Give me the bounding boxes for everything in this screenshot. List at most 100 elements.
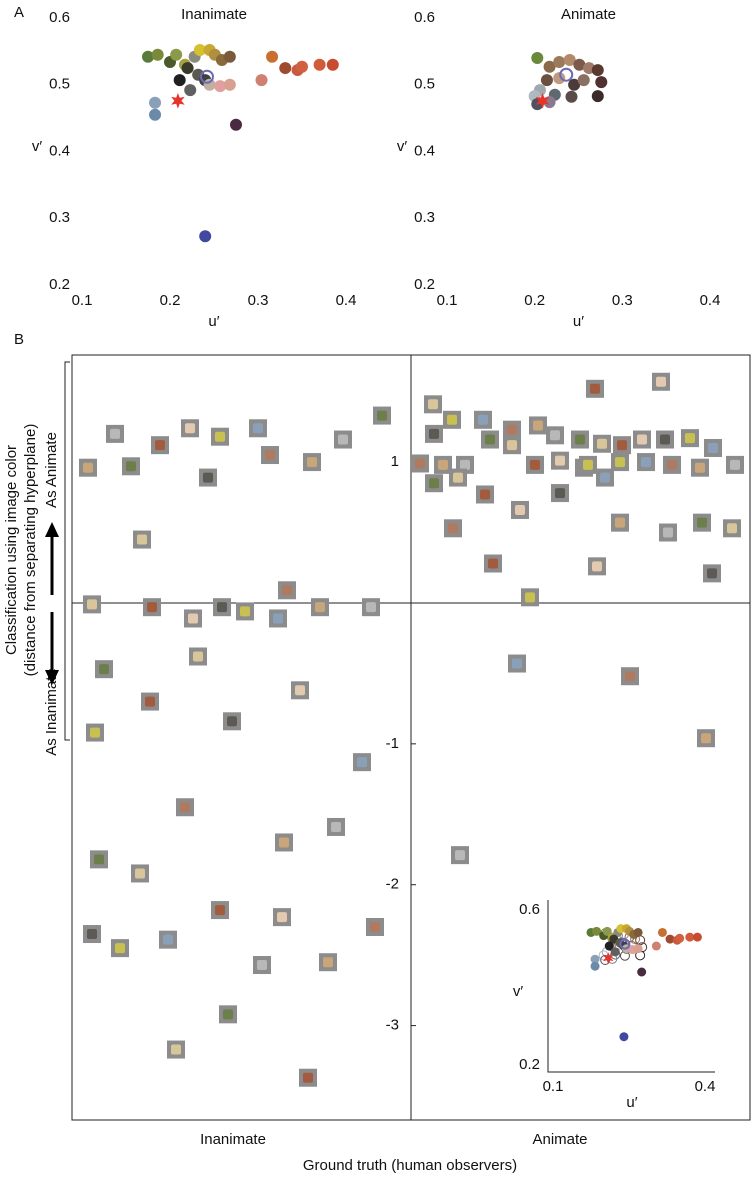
thumbnail-image <box>617 440 627 451</box>
thumbnail-image <box>600 472 610 483</box>
thumbnail-image <box>303 1072 313 1083</box>
thumbnail-image <box>240 606 250 617</box>
point <box>313 58 326 71</box>
point <box>255 74 268 87</box>
point <box>181 62 194 75</box>
point <box>602 926 612 936</box>
y-axis-label: v′ <box>32 138 43 155</box>
ring-marker <box>199 69 214 84</box>
thumbnail-image <box>110 428 120 439</box>
star-marker <box>535 93 550 109</box>
point <box>590 954 600 964</box>
point <box>595 76 608 89</box>
thumbnail-image <box>615 517 625 528</box>
thumbnail-image <box>697 517 707 528</box>
point <box>296 60 308 73</box>
ring-marker <box>619 938 631 950</box>
thumbnail-image <box>94 854 104 865</box>
point <box>151 48 164 61</box>
thumbnail-image <box>530 459 540 470</box>
point <box>540 74 553 87</box>
y-tick-label: 0.3 <box>414 209 435 226</box>
point <box>184 84 197 97</box>
point <box>553 56 566 69</box>
y-tick-label: 0.3 <box>49 209 70 226</box>
thumbnail-image <box>625 671 635 682</box>
thumbnail-image <box>429 428 439 439</box>
thumbnail-image <box>357 757 367 768</box>
chart-title: Animate <box>561 6 616 23</box>
thumbnail-image <box>331 821 341 832</box>
star-marker <box>603 952 614 964</box>
point <box>573 58 586 71</box>
chart-title: Inanimate <box>181 6 247 23</box>
thumbnail-image <box>460 459 470 470</box>
thumbnail-image <box>99 664 109 675</box>
thumbnail-image <box>315 602 325 613</box>
thumbnail-image <box>171 1044 181 1055</box>
arrow-head <box>45 522 59 537</box>
x-tick-label: 0.4 <box>695 1078 716 1095</box>
thumbnail-image <box>277 912 287 923</box>
thumbnail-image <box>87 599 97 610</box>
y-tick-label: 0.2 <box>49 276 70 293</box>
point <box>604 941 614 951</box>
thumbnail-image <box>83 462 93 473</box>
point <box>637 967 647 977</box>
y-axis-label: Classification using image color <box>3 445 20 655</box>
thumbnail-image <box>145 696 155 707</box>
x-tick-label: 0.3 <box>248 292 269 309</box>
point <box>565 90 578 103</box>
point <box>223 50 236 63</box>
inset-axes <box>547 900 715 1073</box>
point <box>223 78 236 91</box>
thumbnail-image <box>478 414 488 425</box>
point <box>692 932 702 942</box>
thumbnail-image <box>708 442 718 453</box>
x-tick-label: 0.3 <box>612 292 633 309</box>
thumbnail-image <box>137 534 147 545</box>
point <box>149 108 162 121</box>
thumbnail-image <box>656 376 666 387</box>
y-tick-label: 0.4 <box>414 142 435 159</box>
thumbnail-image <box>701 733 711 744</box>
thumbnail-image <box>455 850 465 861</box>
thumbnail-image <box>727 523 737 534</box>
thumbnail-image <box>480 489 490 500</box>
thumbnail-image <box>660 434 670 445</box>
thumbnail-image <box>295 685 305 696</box>
point <box>531 52 544 65</box>
thumbnail-image <box>555 488 565 499</box>
y-tick-label: 0.2 <box>414 276 435 293</box>
thumbnail-image <box>453 472 463 483</box>
point <box>577 74 590 87</box>
thumbnail-image <box>730 459 740 470</box>
thumbnail-image <box>307 457 317 468</box>
ring-marker <box>559 67 574 82</box>
point <box>563 54 576 67</box>
y-tick-label: 0.6 <box>414 9 435 26</box>
point <box>568 78 581 91</box>
point <box>665 934 675 944</box>
point <box>685 932 695 942</box>
thumbnail-image <box>641 457 651 468</box>
thumbnail-image <box>488 558 498 569</box>
point <box>266 50 279 63</box>
panel-label: A <box>14 4 24 21</box>
thumbnail-image <box>667 459 677 470</box>
y-tick-label: 0.5 <box>49 76 70 93</box>
thumbnail-image <box>265 450 275 461</box>
thumbnail-image <box>515 504 525 515</box>
point <box>633 927 643 937</box>
y-axis-label: v′ <box>513 983 524 1000</box>
thumbnail-image <box>279 837 289 848</box>
thumbnail-image <box>485 434 495 445</box>
point <box>214 80 227 93</box>
thumbnail-image <box>282 585 292 596</box>
thumbnail-image <box>428 399 438 410</box>
point <box>142 50 154 63</box>
y-tick-label: 0.2 <box>519 1056 540 1073</box>
thumbnail-image <box>180 802 190 813</box>
thumbnail-image <box>533 420 543 431</box>
